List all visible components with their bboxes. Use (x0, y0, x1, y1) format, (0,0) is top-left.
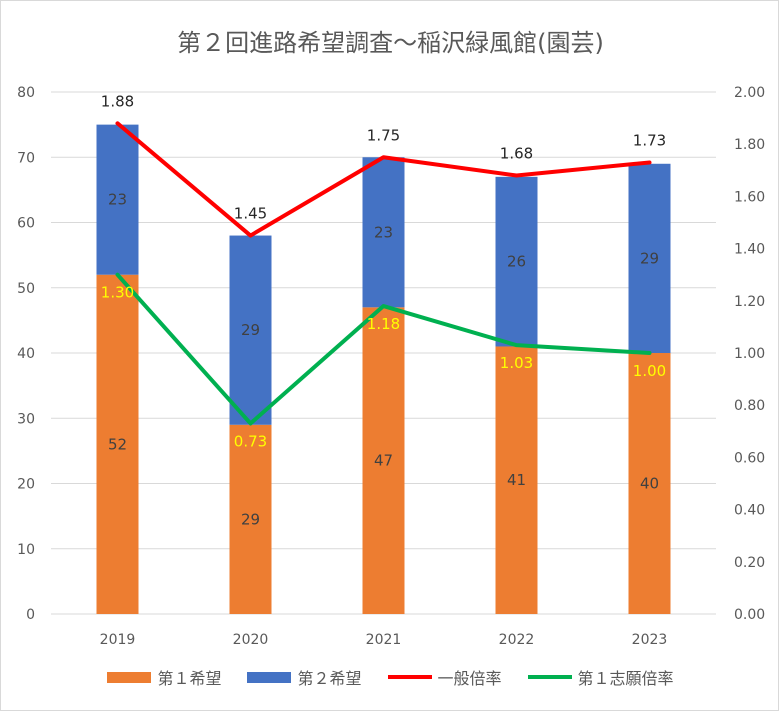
y2-tick-label: 1.40 (734, 242, 765, 258)
series-line-1 (115, 121, 652, 238)
line-data-label: 1.88 (101, 92, 134, 110)
x-tick-label: 2023 (632, 632, 668, 648)
legend-label: 一般倍率 (437, 669, 502, 688)
y2-tick-label: 0.20 (734, 555, 765, 571)
legend: 第１希望 第２希望 一般倍率 第１志願倍率 (1, 665, 779, 689)
y-tick-label: 40 (17, 346, 35, 362)
legend-item: 一般倍率 (387, 665, 502, 689)
line-data-label: 1.45 (234, 205, 267, 223)
bar-data-label: 26 (507, 253, 526, 271)
x-tick-label: 2019 (100, 632, 136, 648)
x-tick-label: 2022 (499, 632, 535, 648)
bar-1 (229, 424, 272, 614)
y2-tick-label: 0.60 (734, 450, 765, 466)
legend-label: 第１希望 (157, 669, 222, 688)
y-tick-label: 50 (17, 281, 35, 297)
bar-data-label: 29 (241, 510, 260, 528)
bar-1 (96, 274, 139, 614)
y2-tick-label: 0.40 (734, 503, 765, 519)
line-data-label: 0.73 (234, 432, 267, 450)
y2-tick-label: 1.20 (734, 294, 765, 310)
bar-data-label: 47 (374, 452, 393, 470)
bar-data-label: 40 (640, 475, 659, 493)
line-data-label: 1.03 (500, 354, 533, 372)
line-data-label: 1.30 (101, 284, 134, 302)
bar-2 (229, 235, 272, 425)
legend-swatch (527, 675, 572, 679)
series-line-2 (115, 272, 652, 426)
y-tick-label: 80 (17, 85, 35, 101)
bar-1 (362, 307, 405, 614)
y-tick-label: 10 (17, 542, 35, 558)
bar-1 (628, 353, 671, 614)
line-data-label: 1.18 (367, 315, 400, 333)
bar-data-label: 23 (374, 223, 393, 241)
legend-item: 第１志願倍率 (527, 665, 674, 689)
line-data-label: 1.00 (633, 362, 666, 380)
bar-1 (495, 346, 538, 614)
legend-swatch (107, 671, 152, 683)
bar-2 (495, 176, 538, 347)
y-tick-label: 20 (17, 477, 35, 493)
y-tick-label: 30 (17, 411, 35, 427)
y2-tick-label: 2.00 (734, 85, 765, 101)
y2-tick-label: 0.00 (734, 607, 765, 623)
legend-item: 第２希望 (247, 665, 362, 689)
legend-label: 第１志願倍率 (577, 669, 674, 688)
legend-swatch (387, 675, 432, 679)
chart-title: 第２回進路希望調査～稲沢緑風館(園芸) (177, 29, 604, 57)
bar-2 (96, 124, 139, 275)
bar-2 (362, 157, 405, 308)
x-tick-label: 2021 (366, 632, 402, 648)
line-data-label: 1.68 (500, 145, 533, 163)
bar-data-label: 29 (241, 321, 260, 339)
line-data-label: 1.75 (367, 126, 400, 144)
y2-tick-label: 1.00 (734, 346, 765, 362)
y2-tick-label: 1.60 (734, 189, 765, 205)
legend-swatch (247, 671, 292, 683)
bar-data-label: 23 (108, 191, 127, 209)
y-tick-label: 70 (17, 150, 35, 166)
bar-data-label: 41 (507, 471, 526, 489)
y2-tick-label: 0.80 (734, 398, 765, 414)
line-data-label: 1.73 (633, 131, 666, 149)
bar-2 (628, 163, 671, 353)
y-tick-label: 60 (17, 216, 35, 232)
legend-item: 第１希望 (107, 665, 221, 689)
y-tick-label: 0 (26, 607, 35, 623)
legend-label: 第２希望 (297, 669, 362, 688)
bar-data-label: 52 (108, 435, 127, 453)
y2-tick-label: 1.80 (734, 137, 765, 153)
bar-data-label: 29 (640, 249, 659, 267)
x-tick-label: 2020 (233, 632, 269, 648)
